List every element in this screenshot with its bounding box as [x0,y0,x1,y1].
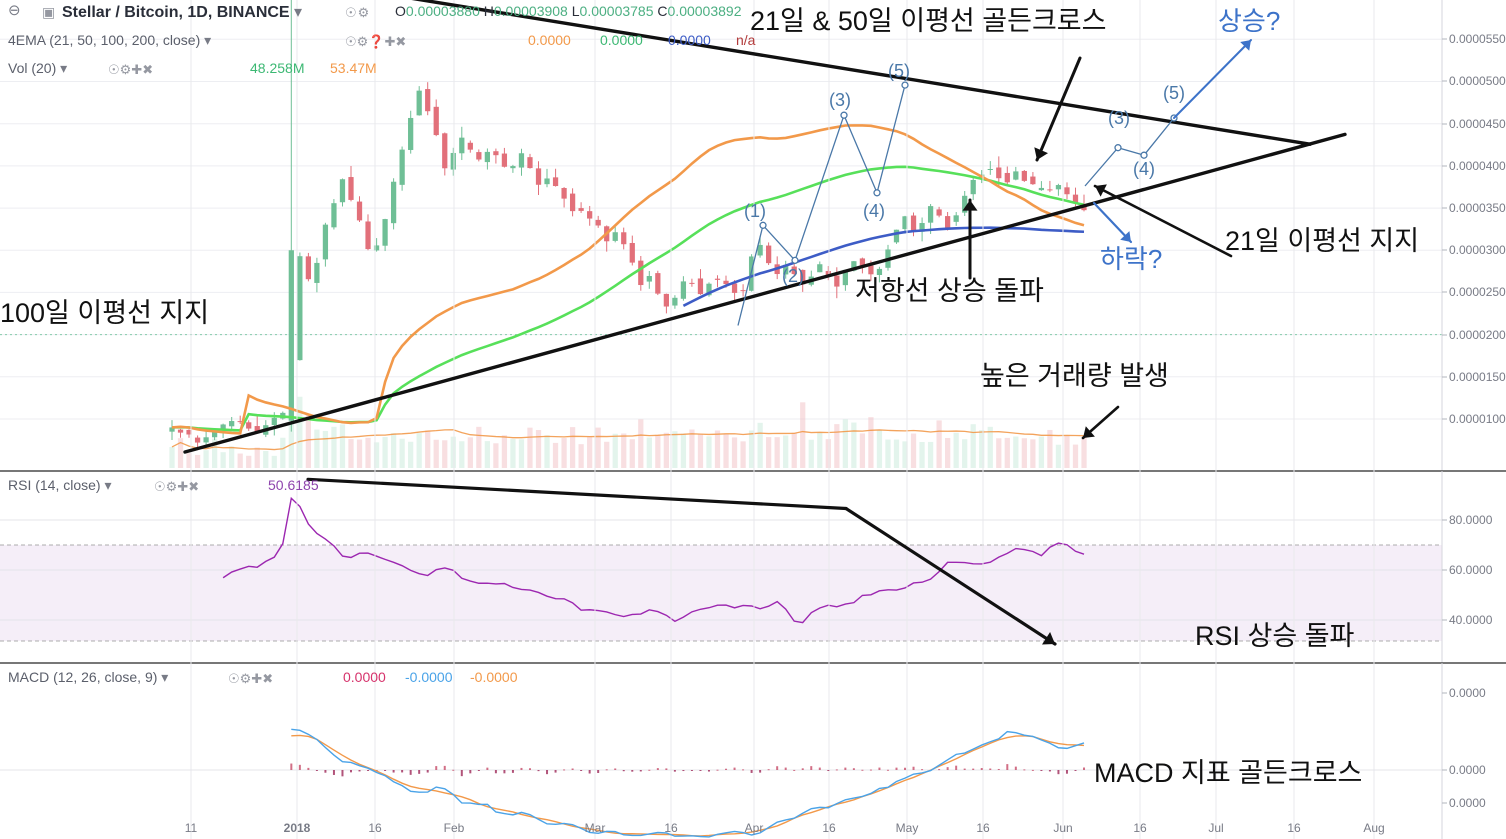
svg-text:하락?: 하락? [1100,244,1162,274]
svg-text:60.0000: 60.0000 [1449,563,1493,577]
svg-text:(5): (5) [888,61,910,81]
svg-text:(5): (5) [1163,83,1185,103]
svg-text:Mar: Mar [585,821,606,835]
svg-text:(3): (3) [829,90,851,110]
svg-text:100일 이평선 지지: 100일 이평선 지지 [0,298,209,328]
svg-text:(1): (1) [744,201,766,221]
svg-text:Aug: Aug [1363,821,1384,835]
svg-text:40.0000: 40.0000 [1449,613,1493,627]
svg-text:0.0000: 0.0000 [1449,763,1486,777]
svg-text:(4): (4) [1133,159,1155,179]
svg-text:0.0000: 0.0000 [1449,686,1486,700]
svg-text:RSI 상승 돌파: RSI 상승 돌파 [1195,621,1355,651]
svg-text:2018: 2018 [284,821,311,835]
svg-text:Feb: Feb [444,821,465,835]
svg-text:(3): (3) [1108,108,1130,128]
svg-text:May: May [896,821,919,835]
svg-text:Jun: Jun [1053,821,1072,835]
svg-text:16: 16 [1133,821,1147,835]
svg-text:0.0000: 0.0000 [1449,796,1486,810]
svg-text:0.00001000: 0.00001000 [1449,412,1506,426]
svg-text:11: 11 [185,821,198,835]
svg-text:21일 이평선 지지: 21일 이평선 지지 [1225,226,1419,256]
svg-text:16: 16 [822,821,836,835]
svg-text:Apr: Apr [745,821,764,835]
svg-text:16: 16 [976,821,990,835]
svg-text:16: 16 [1287,821,1301,835]
svg-text:80.0000: 80.0000 [1449,513,1493,527]
svg-text:21일 & 50일 이평선 골든크로스: 21일 & 50일 이평선 골든크로스 [750,6,1106,36]
svg-text:Jul: Jul [1208,821,1223,835]
svg-text:MACD 지표 골든크로스: MACD 지표 골든크로스 [1094,758,1362,788]
svg-text:저항선 상승 돌파: 저항선 상승 돌파 [855,276,1044,306]
svg-text:(4): (4) [863,201,885,221]
svg-text:16: 16 [368,821,382,835]
svg-text:상승?: 상승? [1218,6,1280,36]
svg-text:(2): (2) [782,266,804,286]
svg-text:높은 거래량 발생: 높은 거래량 발생 [980,361,1169,391]
svg-text:16: 16 [664,821,678,835]
